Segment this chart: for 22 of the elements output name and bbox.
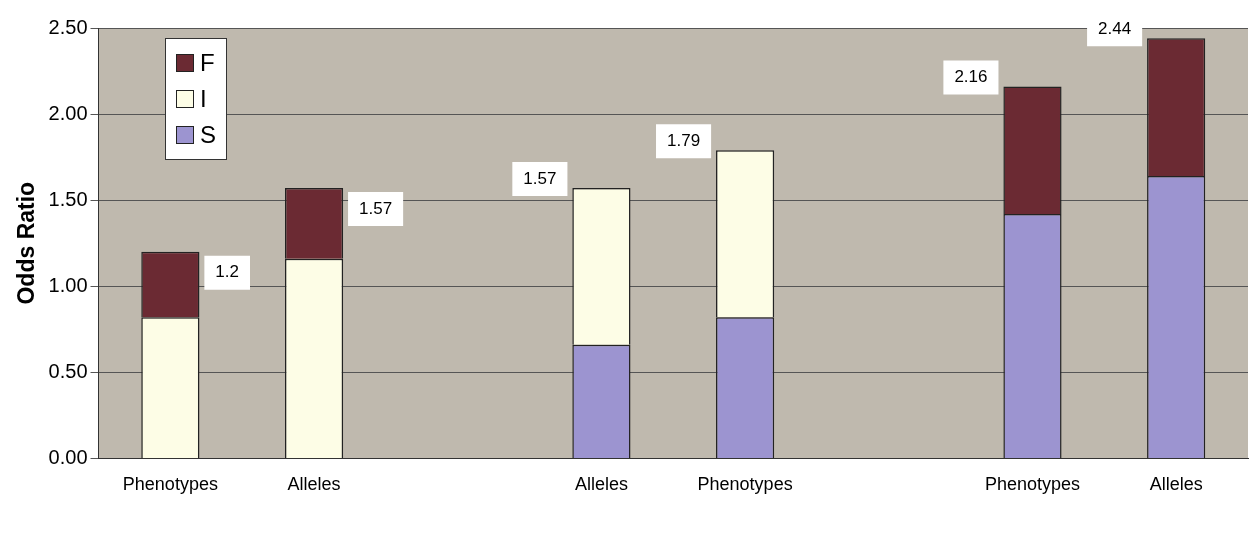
total-label: 2.16 [954,67,988,87]
total-label: 2.44 [1098,19,1132,39]
legend-label: F [200,49,215,77]
legend-label: I [200,85,207,113]
total-label: 1.57 [523,168,557,188]
y-tick-label: 2.00 [48,101,88,124]
x-tick-label: Phenotypes [984,474,1081,495]
total-label: 1.79 [667,130,701,150]
x-tick-label: Alleles [1149,474,1203,495]
y-tick-label: 0.00 [48,445,88,468]
x-tick-label: Alleles [574,474,628,495]
total-label: 1.2 [215,262,240,282]
legend-label: S [200,121,217,149]
x-tick-label: Phenotypes [122,474,218,495]
x-tick-label: Phenotypes [697,474,793,495]
x-tick-label: Alleles [287,474,341,495]
y-tick-label: 0.50 [48,359,88,382]
y-tick-label: 1.50 [48,187,88,210]
total-label: 1.57 [359,198,393,218]
y-tick-label: 1.00 [48,273,88,296]
y-tick-label: 2.50 [48,15,88,38]
y-axis-title: Odds Ratio [13,181,40,305]
